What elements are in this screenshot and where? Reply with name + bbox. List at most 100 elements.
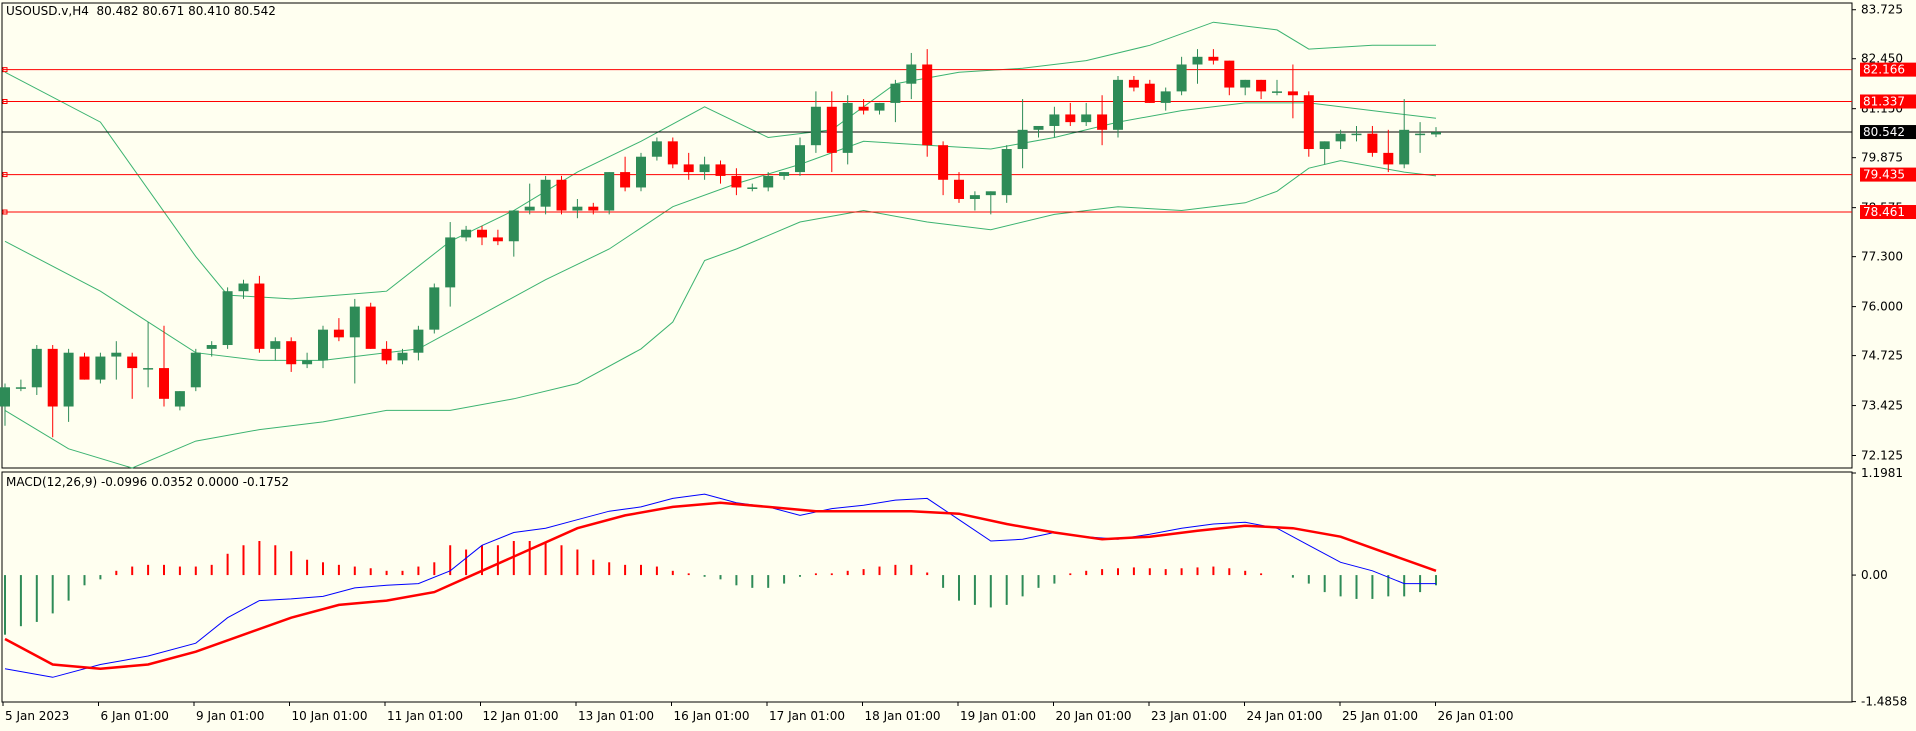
bollinger-upper-band bbox=[4, 21, 1436, 300]
candle-body bbox=[874, 102, 885, 111]
candle-body bbox=[938, 145, 949, 180]
candle-body bbox=[683, 164, 694, 173]
candle-body bbox=[906, 64, 917, 84]
candle-body bbox=[477, 229, 487, 238]
candle-body bbox=[1224, 60, 1235, 88]
level-price-label: 81.337 bbox=[1863, 94, 1905, 108]
x-tick-label: 17 Jan 01:00 bbox=[769, 709, 845, 723]
candle-body bbox=[890, 83, 901, 103]
candle-body bbox=[842, 102, 853, 153]
macd-y-tick-label: -1.4858 bbox=[1861, 695, 1907, 709]
price-y-tick-label: 74.725 bbox=[1861, 349, 1903, 363]
candle-body bbox=[556, 179, 567, 211]
candle-body bbox=[699, 164, 710, 173]
candle-body bbox=[747, 187, 758, 189]
candle-body bbox=[381, 348, 392, 361]
price-y-tick-label: 79.875 bbox=[1861, 151, 1903, 165]
candle-body bbox=[1335, 133, 1346, 142]
price-y-tick-label: 76.000 bbox=[1861, 300, 1903, 314]
x-tick-label: 23 Jan 01:00 bbox=[1151, 709, 1227, 723]
candle-body bbox=[1319, 141, 1330, 150]
bollinger-middle-band bbox=[4, 102, 1437, 361]
price-y-tick-label: 73.425 bbox=[1861, 399, 1903, 413]
level-price-label: 79.435 bbox=[1863, 168, 1905, 182]
candle-body bbox=[127, 356, 138, 369]
candle-body bbox=[0, 387, 10, 407]
price-pane-frame bbox=[1, 2, 1853, 469]
level-anchor-marker bbox=[2, 172, 8, 178]
x-tick-label: 11 Jan 01:00 bbox=[387, 709, 463, 723]
candle-body bbox=[1065, 114, 1076, 123]
x-tick-label: 24 Jan 01:00 bbox=[1247, 709, 1323, 723]
candle-body bbox=[79, 356, 90, 380]
candle-body bbox=[667, 141, 678, 165]
bollinger-lower-band bbox=[4, 160, 1437, 469]
level-anchor-marker bbox=[2, 98, 8, 104]
candle-body bbox=[429, 287, 440, 330]
candle-body bbox=[397, 352, 408, 361]
candle-body bbox=[1001, 149, 1012, 196]
x-tick-label: 25 Jan 01:00 bbox=[1342, 709, 1418, 723]
x-tick-label: 18 Jan 01:00 bbox=[865, 709, 941, 723]
level-price-tag bbox=[1860, 205, 1916, 220]
x-tick-label: 20 Jan 01:00 bbox=[1056, 709, 1132, 723]
candle-body bbox=[954, 179, 964, 199]
x-tick-label: 5 Jan 2023 bbox=[5, 709, 69, 723]
candle-body bbox=[1128, 79, 1139, 88]
candle-body bbox=[651, 141, 662, 157]
candle-body bbox=[1256, 79, 1267, 92]
candle-body bbox=[206, 345, 217, 349]
candle-body bbox=[620, 172, 631, 188]
candle-body bbox=[1272, 91, 1282, 93]
candle-body bbox=[1097, 114, 1108, 130]
x-tick-label: 13 Jan 01:00 bbox=[578, 709, 654, 723]
candle-body bbox=[1303, 95, 1314, 150]
x-tick-label: 10 Jan 01:00 bbox=[292, 709, 368, 723]
candle-body bbox=[413, 329, 424, 353]
x-tick-label: 9 Jan 01:00 bbox=[196, 709, 264, 723]
candle-body bbox=[795, 145, 805, 173]
level-price-tag bbox=[1860, 62, 1916, 77]
x-tick-label: 16 Jan 01:00 bbox=[674, 709, 750, 723]
candle-body bbox=[63, 352, 74, 407]
price-y-tick-label: 72.125 bbox=[1861, 449, 1903, 463]
candle-body bbox=[1160, 91, 1171, 103]
candle-body bbox=[492, 237, 503, 242]
candle-body bbox=[111, 352, 122, 357]
candle-body bbox=[1176, 64, 1187, 92]
candle-body bbox=[969, 195, 980, 199]
candle-body bbox=[1208, 56, 1219, 61]
level-anchor-marker bbox=[2, 67, 8, 73]
symbol-info-label: USOUSD.v,H4 80.482 80.671 80.410 80.542 bbox=[6, 4, 276, 18]
x-tick-label: 12 Jan 01:00 bbox=[483, 709, 559, 723]
candle-body bbox=[731, 175, 742, 188]
candle-body bbox=[826, 106, 837, 153]
candle-body bbox=[508, 210, 519, 242]
candle-body bbox=[715, 164, 726, 176]
macd-main-line bbox=[4, 493, 1436, 678]
candle-body bbox=[159, 368, 169, 399]
candle-body bbox=[254, 283, 265, 349]
candle-body bbox=[174, 391, 185, 407]
candle-body bbox=[15, 387, 26, 389]
price-y-tick-label: 77.300 bbox=[1861, 250, 1903, 264]
candle-body bbox=[1081, 114, 1092, 123]
level-price-tag bbox=[1860, 167, 1916, 182]
macd-pane-frame bbox=[1, 471, 1853, 703]
candle-body bbox=[1113, 79, 1123, 130]
candle-body bbox=[222, 291, 233, 346]
candle-body bbox=[572, 206, 583, 211]
candle-body bbox=[1399, 129, 1410, 165]
candle-body bbox=[985, 191, 996, 196]
current-price-tag bbox=[1860, 125, 1916, 140]
candle-body bbox=[461, 229, 472, 238]
candle-body bbox=[1431, 132, 1441, 135]
macd-info-label: MACD(12,26,9) -0.0996 0.0352 0.0000 -0.1… bbox=[6, 475, 290, 489]
candle-body bbox=[143, 368, 154, 370]
candle-body bbox=[1383, 152, 1394, 165]
level-price-tag bbox=[1860, 94, 1916, 109]
candle-body bbox=[1144, 83, 1155, 103]
candle-body bbox=[604, 172, 615, 211]
x-tick-label: 26 Jan 01:00 bbox=[1438, 709, 1514, 723]
